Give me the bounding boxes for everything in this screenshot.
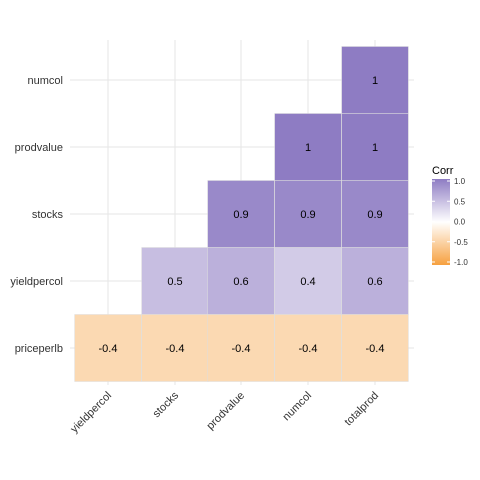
cell-value-label: 0.9 [300,209,315,221]
y-tick-label: priceperlb [15,343,63,355]
legend-ticks: 1.0 0.5 0.0 -0.5 -1.0 [432,177,468,267]
cell-value-label: -0.4 [366,343,385,355]
y-tick-label: yieldpercol [10,276,63,288]
color-legend: Corr 1.0 0.5 0.0 -0.5 -1.0 [432,165,468,267]
heatmap-cell [341,314,409,382]
legend-tick-label: -1.0 [454,258,468,267]
cell-value-label: 0.9 [367,209,382,221]
heatmap-cell [141,247,209,315]
heatmap-cell [274,314,342,382]
heatmap-cell [341,46,409,114]
cell-value-label: 1 [372,75,378,87]
cell-value-label: -0.4 [99,343,118,355]
heatmap-cell [141,314,209,382]
legend-tick-label: -0.5 [454,238,468,247]
cell-value-label: -0.4 [232,343,251,355]
heatmap-cells: 1 1 1 0.9 0.9 0.9 0.5 0.6 0.4 0.6 -0.4 -0.4 -0.4 -0.4… [74,46,409,382]
y-tick-label: prodvalue [15,142,63,154]
legend-colorbar [432,179,450,265]
legend-title: Corr [432,165,454,177]
cell-value-label: 0.6 [367,276,382,288]
heatmap-cell [74,314,142,382]
heatmap-cell [341,113,409,181]
cell-value-label: 1 [372,142,378,154]
heatmap-cell [207,314,275,382]
heatmap-cell [341,247,409,315]
y-axis-tick-labels: numcol prodvalue stocks yieldpercol priceper… [10,75,63,355]
cell-value-label: 0.4 [300,276,315,288]
y-tick-label: numcol [28,75,63,87]
cell-value-label: -0.4 [299,343,318,355]
cell-value-label: 0.5 [167,276,182,288]
heatmap-cell [341,180,409,248]
cell-value-label: -0.4 [166,343,185,355]
heatmap-cell [207,247,275,315]
legend-tick-label: 0.5 [454,197,466,206]
cell-value-label: 0.6 [233,276,248,288]
cell-value-label: 0.9 [233,209,248,221]
legend-tick-label: 0.0 [454,218,466,227]
heatmap-cell [274,247,342,315]
cell-value-label: 1 [305,142,311,154]
heatmap-cell [274,180,342,248]
legend-tick-label: 1.0 [454,177,466,186]
y-tick-label: stocks [32,209,64,221]
